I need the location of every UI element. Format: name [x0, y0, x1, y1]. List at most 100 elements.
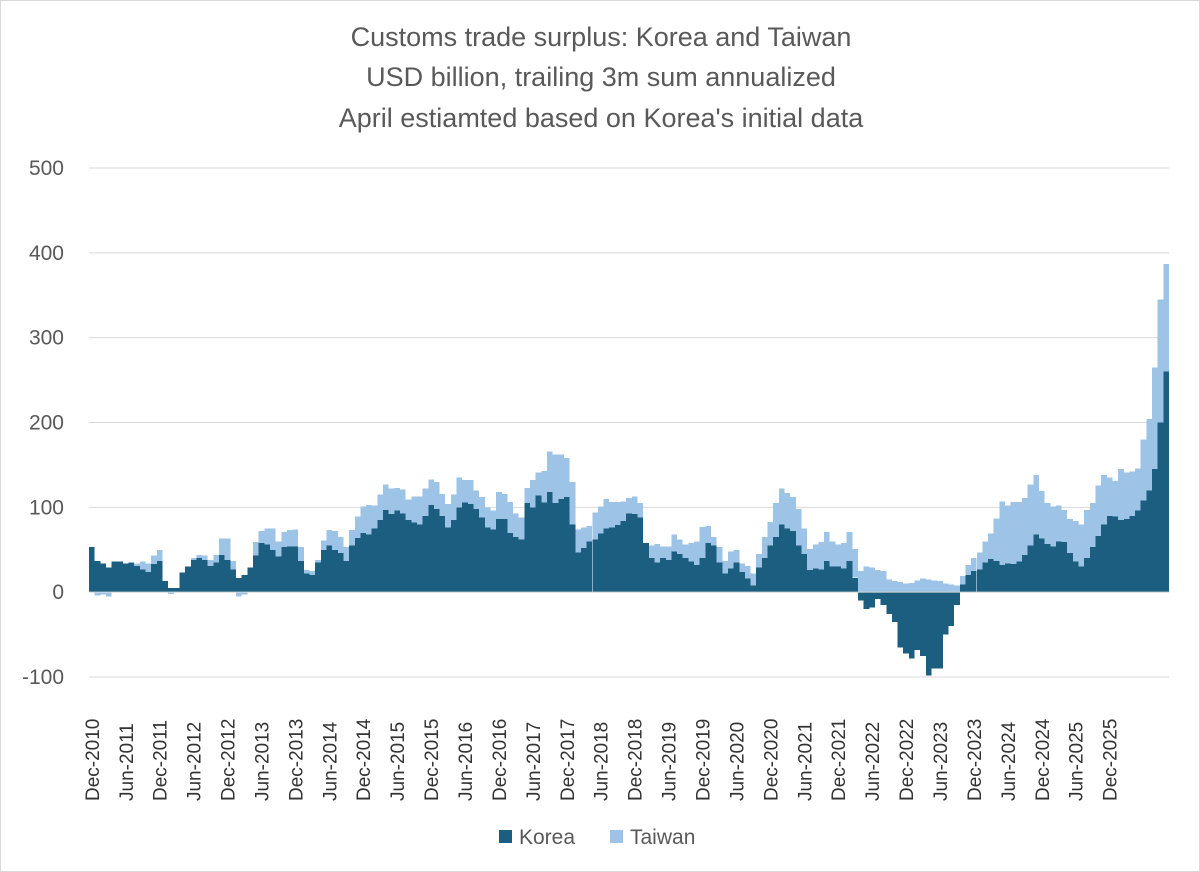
bar-korea — [264, 544, 270, 593]
bar-taiwan — [213, 554, 220, 563]
bar-korea — [383, 509, 389, 593]
bar-korea — [603, 528, 610, 593]
bar-korea — [1095, 536, 1102, 593]
bar-korea — [428, 504, 434, 593]
bar-korea — [852, 577, 858, 593]
bar-korea — [122, 563, 129, 593]
bar-taiwan — [377, 494, 384, 521]
bar-korea — [145, 571, 152, 593]
bar-korea — [790, 531, 796, 593]
bar-korea — [637, 517, 644, 593]
bar-korea — [456, 507, 463, 593]
bar-taiwan — [727, 551, 734, 569]
bar-korea — [518, 539, 525, 593]
bar-taiwan — [354, 516, 361, 538]
bar-korea — [94, 560, 101, 593]
bar-korea — [580, 548, 587, 593]
bar-taiwan — [320, 540, 327, 550]
bar-korea — [835, 566, 842, 593]
bar-korea — [394, 510, 400, 593]
bar-korea — [569, 524, 576, 593]
bar-taiwan — [552, 454, 559, 504]
bar-korea — [858, 592, 864, 601]
bar-taiwan — [733, 549, 740, 563]
x-tick-label: Jun-2012 — [185, 722, 206, 801]
bar-taiwan — [202, 555, 208, 560]
bar-korea — [377, 520, 384, 593]
bar-taiwan — [303, 570, 310, 574]
bar-korea — [1033, 534, 1039, 593]
bar-korea — [914, 592, 921, 650]
bar-taiwan — [580, 527, 587, 549]
bar-korea — [682, 558, 689, 593]
bar-taiwan — [710, 537, 717, 546]
bar-korea — [156, 560, 163, 593]
bar-korea — [275, 556, 282, 593]
x-tick-label: Jun-2021 — [795, 722, 816, 801]
bar-taiwan — [597, 506, 604, 534]
bar-taiwan — [269, 528, 276, 550]
bar-korea — [626, 513, 632, 593]
bar-taiwan — [846, 531, 853, 561]
bar-taiwan — [609, 502, 615, 528]
bar-korea — [1010, 564, 1017, 593]
y-tick-label: 400 — [29, 242, 64, 265]
bar-taiwan — [982, 541, 989, 563]
bar-taiwan — [236, 592, 242, 597]
x-tick-label: Dec-2021 — [829, 719, 850, 801]
bar-korea — [988, 559, 994, 593]
bar-taiwan — [399, 489, 406, 514]
bar-korea — [185, 566, 191, 593]
bar-korea — [281, 547, 287, 593]
x-tick-label: Jun-2018 — [592, 722, 613, 801]
bar-taiwan — [767, 521, 774, 546]
bar-korea — [207, 565, 214, 593]
bar-taiwan — [1123, 472, 1130, 520]
bar-korea — [654, 562, 661, 593]
bar-taiwan — [496, 492, 502, 520]
bar-taiwan — [1084, 509, 1090, 559]
gridlines — [89, 167, 1169, 678]
bar-korea — [445, 527, 451, 593]
bar-korea — [552, 503, 559, 593]
bar-taiwan — [535, 472, 542, 496]
bar-taiwan — [1061, 509, 1068, 543]
bar-korea — [541, 502, 548, 593]
bar-taiwan — [298, 547, 304, 561]
bar-korea — [931, 592, 938, 669]
bar-korea — [349, 545, 355, 593]
bar-korea — [750, 585, 757, 593]
bar-taiwan — [993, 518, 1000, 561]
bar-taiwan — [1027, 484, 1034, 546]
bar-korea — [1067, 553, 1073, 593]
bar-taiwan — [925, 579, 932, 593]
bar-korea — [784, 528, 791, 593]
bar-korea — [292, 546, 299, 593]
bar-taiwan — [1112, 481, 1119, 517]
x-tick-label: Jun-2016 — [456, 722, 477, 801]
bar-korea — [490, 529, 497, 593]
bar-korea — [631, 514, 638, 593]
bar-taiwan — [439, 493, 446, 516]
bar-korea — [744, 578, 751, 593]
x-tick-label: Jun-2022 — [863, 722, 884, 801]
bar-taiwan — [784, 492, 791, 529]
bar-korea — [303, 573, 310, 593]
bar-korea — [286, 546, 293, 593]
x-tick-label: Dec-2022 — [897, 719, 918, 801]
bar-taiwan — [1101, 475, 1107, 525]
bar-taiwan — [1033, 475, 1039, 535]
bar-taiwan — [462, 480, 468, 503]
x-tick-label: Jun-2025 — [1067, 722, 1088, 801]
bar-taiwan — [722, 560, 728, 574]
bar-taiwan — [281, 531, 287, 548]
bar-korea — [897, 592, 904, 648]
bar-korea — [547, 492, 553, 593]
bar-taiwan — [134, 563, 140, 566]
bar-korea — [128, 562, 135, 593]
x-tick-label: Dec-2012 — [219, 719, 240, 801]
bar-taiwan — [501, 493, 508, 520]
bar-korea — [247, 567, 253, 593]
bar-korea — [965, 575, 972, 593]
